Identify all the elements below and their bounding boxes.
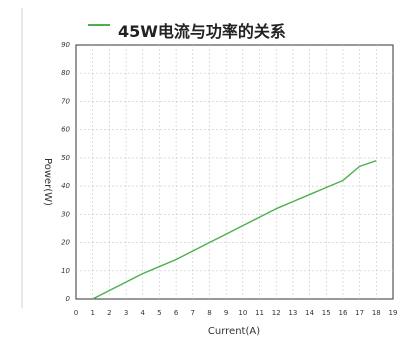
x-tick-label: 2 bbox=[107, 309, 111, 317]
y-axis-label: Power(W) bbox=[42, 158, 53, 206]
x-tick-label: 19 bbox=[389, 309, 398, 317]
x-tick-labels: 0 1 2 3 4 5 6 7 8 9 10 11 12 13 14 15 16 17 18 19 bbox=[74, 309, 398, 317]
y-tick-label: 0 bbox=[66, 295, 71, 303]
x-tick-label: 16 bbox=[338, 309, 347, 317]
y-tick-labels: 0 10 20 30 40 50 60 70 80 90 bbox=[61, 41, 70, 303]
x-tick-label: 12 bbox=[272, 309, 281, 317]
x-tick-label: 15 bbox=[322, 309, 331, 317]
x-tick-label: 6 bbox=[174, 309, 179, 317]
x-tick-label: 4 bbox=[141, 309, 146, 317]
y-tick-label: 20 bbox=[61, 239, 70, 247]
x-tick-label: 14 bbox=[305, 309, 314, 317]
y-tick-label: 40 bbox=[61, 182, 70, 190]
plot-area bbox=[75, 44, 394, 300]
y-tick-label: 10 bbox=[61, 267, 70, 275]
y-tick-label: 90 bbox=[61, 41, 70, 49]
x-axis-label: Current(A) bbox=[208, 326, 260, 337]
x-tick-label: 10 bbox=[238, 309, 247, 317]
x-tick-label: 18 bbox=[372, 309, 381, 317]
x-tick-label: 13 bbox=[288, 309, 297, 317]
y-tick-label: 80 bbox=[61, 69, 70, 77]
x-tick-label: 8 bbox=[207, 309, 211, 317]
series-line bbox=[92, 160, 377, 300]
x-tick-label: 7 bbox=[191, 309, 195, 317]
y-tick-label: 50 bbox=[61, 154, 70, 162]
x-tick-label: 9 bbox=[224, 309, 228, 317]
legend-label: 45W电流与功率的关系 bbox=[118, 22, 286, 41]
x-tick-label: 17 bbox=[355, 309, 364, 317]
x-tick-label: 1 bbox=[90, 309, 94, 317]
y-tick-label: 70 bbox=[61, 97, 70, 105]
y-gridlines bbox=[76, 72, 393, 272]
series-layer bbox=[92, 160, 377, 300]
y-tick-label: 60 bbox=[61, 126, 70, 134]
x-tick-label: 0 bbox=[74, 309, 78, 317]
x-tick-label: 3 bbox=[124, 309, 128, 317]
x-tick-label: 5 bbox=[157, 309, 161, 317]
y-tick-label: 30 bbox=[61, 210, 70, 218]
x-tick-label: 11 bbox=[255, 309, 264, 317]
legend: 45W电流与功率的关系 bbox=[88, 22, 286, 41]
